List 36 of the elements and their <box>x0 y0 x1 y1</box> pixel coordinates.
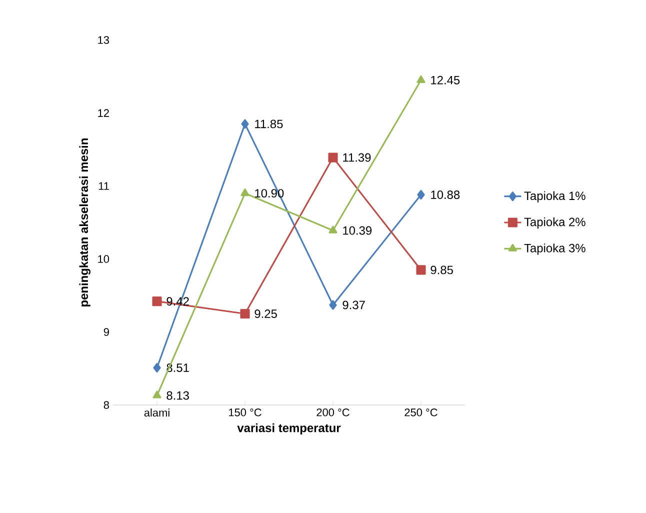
point <box>240 188 250 196</box>
y-tick-label: 9 <box>104 328 109 336</box>
point <box>152 296 162 306</box>
point <box>152 390 162 398</box>
point <box>417 190 425 200</box>
data-label: 9.85 <box>430 266 453 274</box>
data-label: 10.39 <box>343 226 372 235</box>
x-axis-title: variasi temperatur <box>237 423 341 435</box>
x-tick-label: alami <box>144 408 170 417</box>
point <box>328 226 338 234</box>
point <box>416 75 426 83</box>
data-label: 10.88 <box>431 190 460 199</box>
y-tick-label: 8 <box>104 401 109 409</box>
y-tick-label: 10 <box>98 255 110 263</box>
x-tick-label: 200 °C <box>316 408 350 416</box>
point <box>328 152 338 162</box>
legend-label: Tapioka 3% <box>524 244 586 255</box>
data-label: 12.45 <box>431 76 460 84</box>
point <box>240 308 250 319</box>
y-tick-label: 11 <box>98 182 109 190</box>
y-tick-label: 12 <box>98 109 109 117</box>
legend-label: Tapioka 1% <box>524 191 586 202</box>
y-tick-label: 13 <box>98 36 109 44</box>
data-label: 9.37 <box>342 300 365 310</box>
point <box>416 265 426 275</box>
data-label: 9.25 <box>254 310 277 318</box>
point <box>153 362 161 373</box>
x-tick-label: 250 °C <box>404 408 438 416</box>
data-label: 11.39 <box>343 153 371 162</box>
point <box>329 300 337 310</box>
data-label: 8.13 <box>166 391 189 400</box>
y-axis-title: peningkatan akselerasi mesin <box>79 138 90 306</box>
legend-label: Tapioka 2% <box>524 217 586 229</box>
x-tick-label: 150 °C <box>229 408 262 416</box>
data-label: 11.85 <box>255 120 283 128</box>
point <box>241 119 249 129</box>
